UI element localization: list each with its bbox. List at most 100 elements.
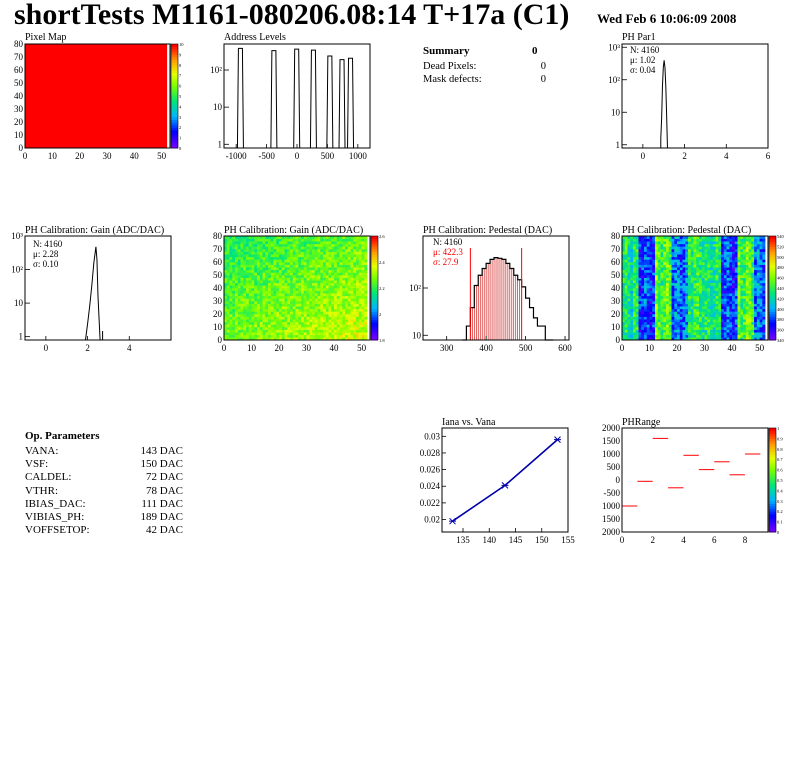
heatmap-cell <box>715 256 719 260</box>
heatmap-cell <box>688 280 692 284</box>
heatmap-cell <box>314 327 318 330</box>
heatmap-cell <box>240 288 244 291</box>
heatmap-cell <box>276 311 280 315</box>
heatmap-cell <box>358 236 362 239</box>
palette-label: 2.4 <box>379 260 385 265</box>
heatmap-cell <box>246 241 250 245</box>
heatmap-cell <box>331 324 335 328</box>
heatmap-cell <box>317 238 321 242</box>
heatmap-cell <box>254 332 258 336</box>
heatmap-cell <box>740 269 744 273</box>
heatmap-cell <box>701 264 705 268</box>
heatmap-cell <box>323 262 327 265</box>
heatmap-cell <box>306 238 310 242</box>
heatmap-cell <box>281 316 285 320</box>
heatmap-cell <box>320 311 324 315</box>
heatmap-cell <box>356 327 360 330</box>
heatmap-cell <box>265 246 269 250</box>
heatmap-cell <box>740 272 744 276</box>
heatmap-cell <box>325 295 329 299</box>
heatmap-cell <box>710 324 714 328</box>
heatmap-cell <box>715 295 719 299</box>
heatmap-cell <box>262 327 266 330</box>
heatmap-cell <box>726 267 730 271</box>
heatmap-cell <box>660 259 664 263</box>
heatmap-cell <box>627 306 631 310</box>
heatmap-cell <box>627 285 631 289</box>
heatmap-cell <box>350 290 354 294</box>
heatmap-cell <box>715 308 719 312</box>
heatmap-cell <box>701 316 705 320</box>
heatmap-cell <box>246 280 250 284</box>
heatmap-cell <box>342 277 346 281</box>
heatmap-cell <box>268 249 272 252</box>
heatmap-cell <box>317 288 321 291</box>
heatmap-cell <box>710 295 714 299</box>
heatmap-cell <box>715 332 719 336</box>
heatmap-cell <box>361 324 365 328</box>
heatmap-cell <box>710 303 714 307</box>
heatmap-cell <box>301 311 305 315</box>
heatmap-cell <box>259 254 263 258</box>
heatmap-cell <box>270 290 274 294</box>
heatmap-cell <box>693 238 697 242</box>
heatmap-cell <box>312 277 316 281</box>
heatmap-cell <box>726 262 730 265</box>
heatmap-cell <box>251 314 255 317</box>
heatmap-cell <box>715 329 719 333</box>
heatmap-cell <box>309 243 313 247</box>
heatmap-cell <box>345 337 349 341</box>
heatmap-cell <box>690 321 694 325</box>
heatmap-cell <box>279 277 283 281</box>
palette-label: 2.6 <box>379 234 385 239</box>
heatmap-cell <box>259 311 263 315</box>
heatmap-cell <box>743 306 747 310</box>
heatmap-cell <box>762 236 766 239</box>
heatmap-cell <box>660 249 664 252</box>
heatmap-cell <box>652 264 656 268</box>
heatmap-cell <box>254 334 258 338</box>
heatmap-cell <box>682 306 686 310</box>
heatmap-cell <box>734 264 738 268</box>
heatmap-cell <box>668 334 672 338</box>
heatmap-cell <box>737 272 741 276</box>
heatmap-cell <box>246 264 250 268</box>
heatmap-cell <box>734 319 738 323</box>
heatmap-cell <box>312 241 316 245</box>
op-parameters-title: Op. Parameters <box>25 430 100 442</box>
heatmap-cell <box>246 306 250 310</box>
heatmap-cell <box>655 290 659 294</box>
heatmap-cell <box>682 277 686 281</box>
heatmap-cell <box>734 238 738 242</box>
histogram <box>462 257 554 341</box>
heatmap-cell <box>361 290 365 294</box>
heatmap-cell <box>229 282 233 286</box>
heatmap-cell <box>726 254 730 258</box>
heatmap-cell <box>641 327 645 330</box>
heatmap-cell <box>328 269 332 273</box>
heatmap-cell <box>622 311 626 315</box>
heatmap-cell <box>353 316 357 320</box>
heatmap-cell <box>756 267 760 271</box>
heatmap-cell <box>715 306 719 310</box>
heatmap-cell <box>265 277 269 281</box>
heatmap-cell <box>633 308 637 312</box>
heatmap-cell <box>729 329 733 333</box>
heatmap-cell <box>364 316 368 320</box>
heatmap-cell <box>679 308 683 312</box>
heatmap-cell <box>707 238 711 242</box>
plot-frame <box>24 43 171 149</box>
heatmap-cell <box>301 303 305 307</box>
heatmap-cell <box>715 241 719 245</box>
heatmap-cell <box>679 267 683 271</box>
heatmap-cell <box>314 282 318 286</box>
heatmap-cell <box>240 295 244 299</box>
heatmap-cell <box>345 293 349 297</box>
heatmap-cell <box>696 249 700 252</box>
heatmap-cell <box>630 256 634 260</box>
heatmap-cell <box>701 288 705 291</box>
heatmap-cell <box>356 316 360 320</box>
heatmap-cell <box>748 254 752 258</box>
heatmap-cell <box>229 238 233 242</box>
